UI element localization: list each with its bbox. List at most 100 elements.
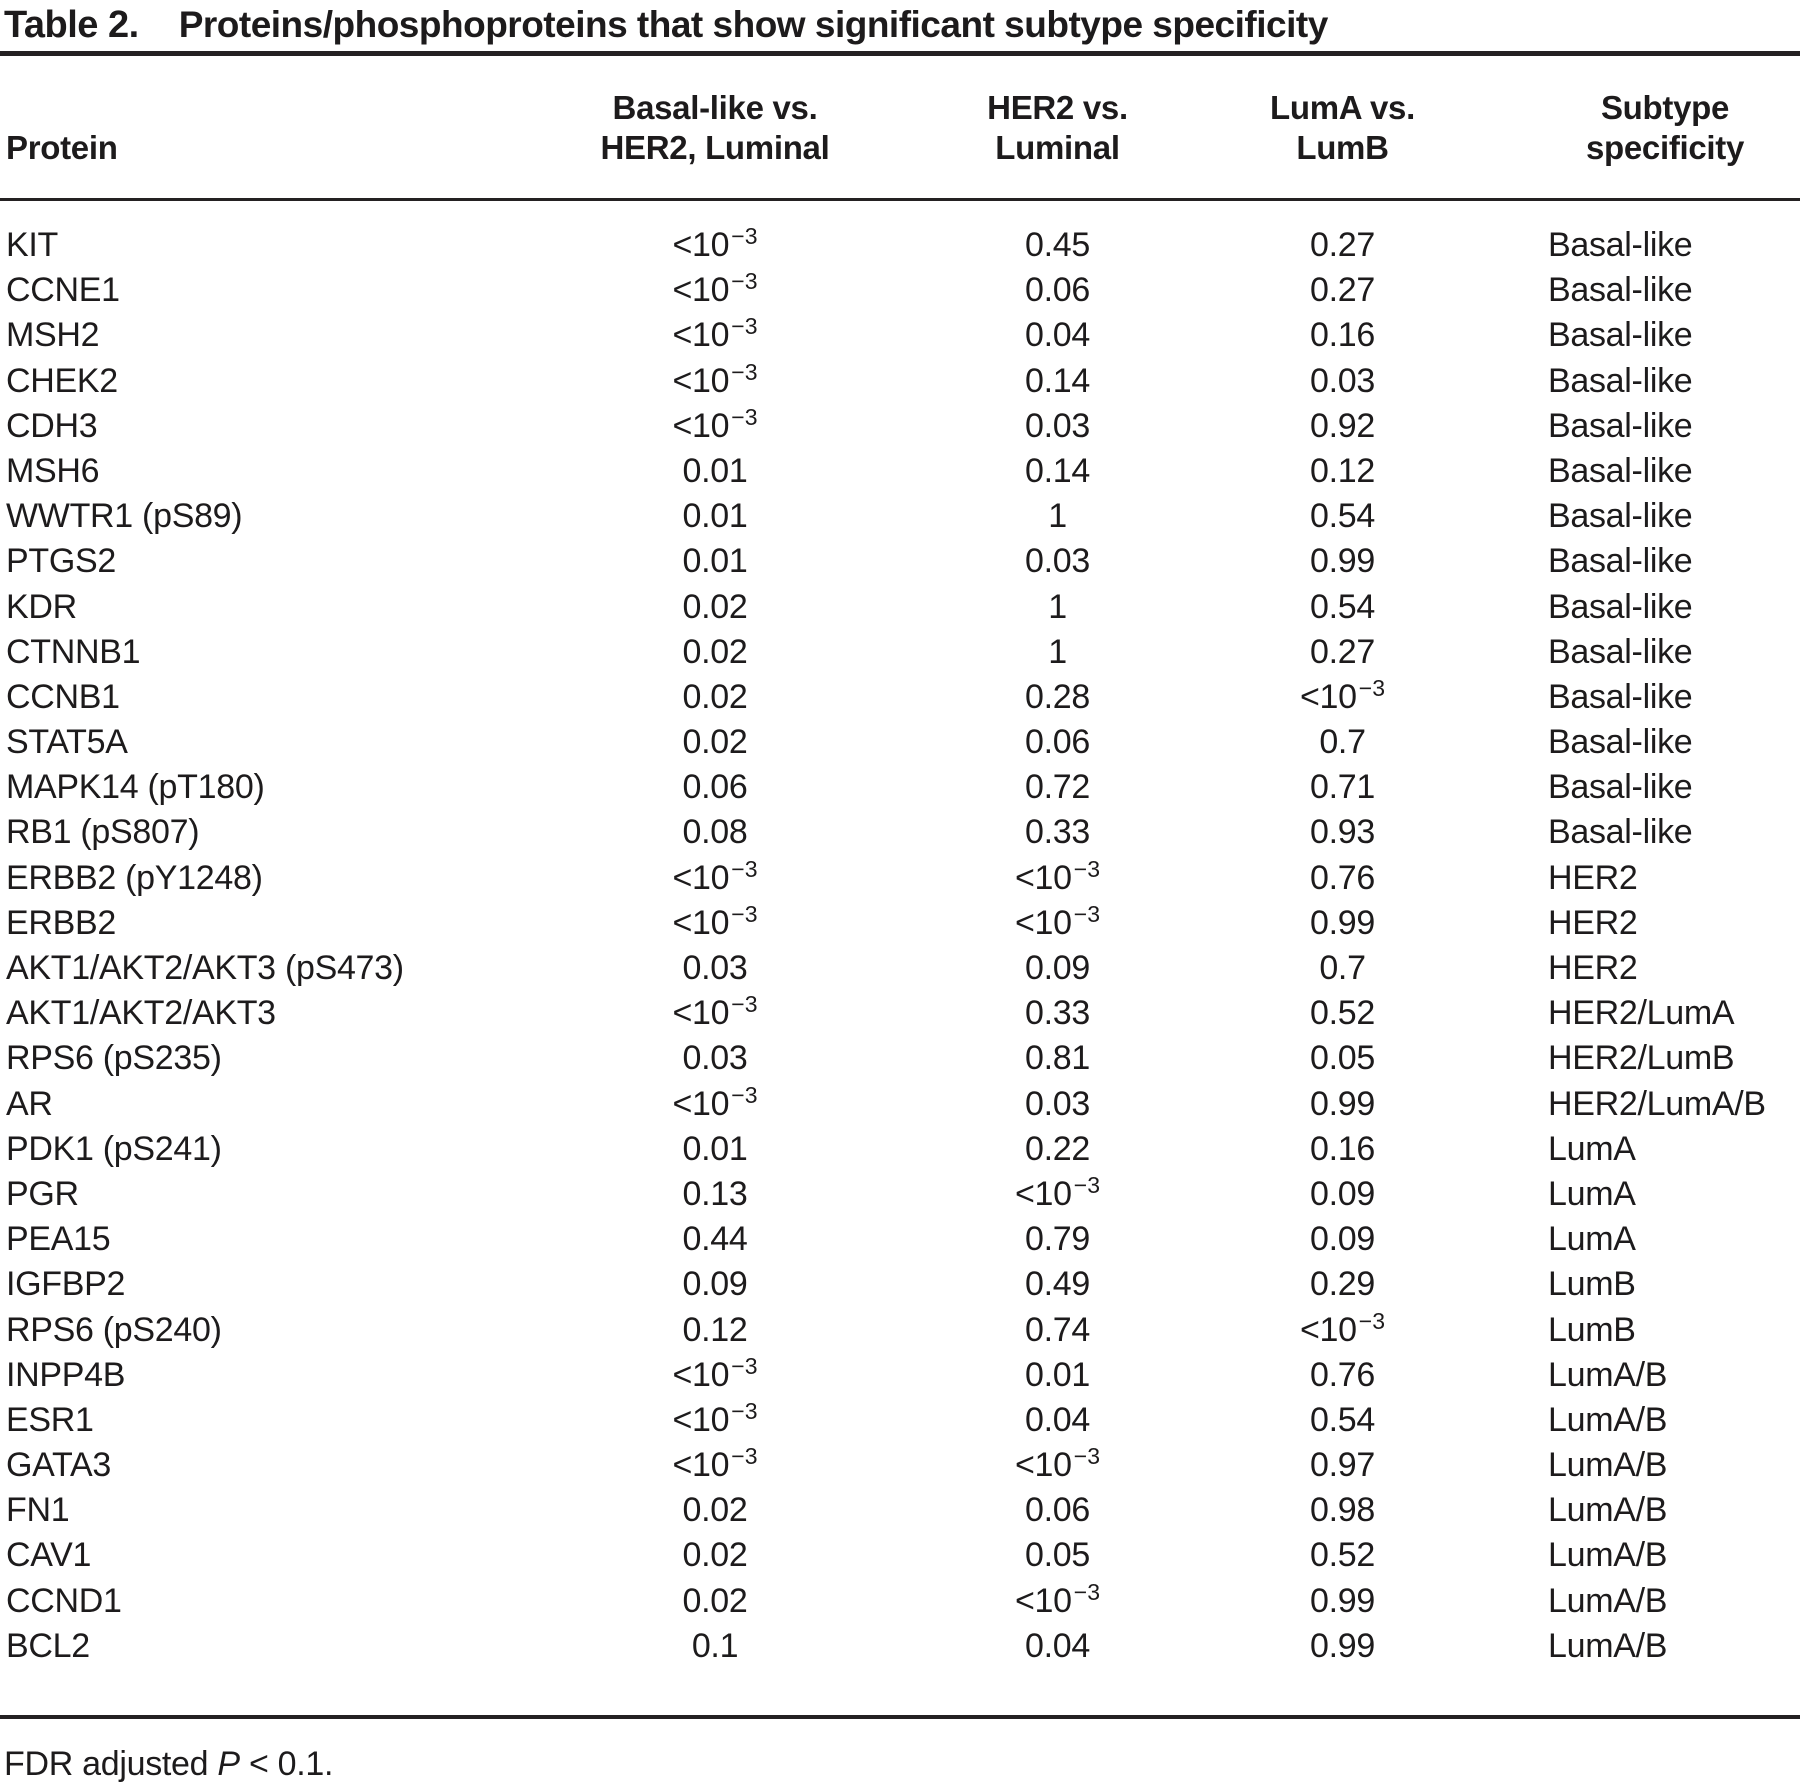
subtype-cell: LumA/B	[1548, 1491, 1668, 1530]
table-row: CCNB1 0.02 0.28 <10−3 Basal-like	[0, 675, 1800, 720]
subtype-cell: LumA/B	[1548, 1400, 1668, 1439]
p-value-basal-cell: 0.02	[682, 1581, 748, 1620]
protein-cell: CAV1	[6, 1536, 92, 1575]
p-value-luma-cell: 0.29	[1310, 1265, 1375, 1304]
table-row: ESR1 <10−3 0.04 0.54 LumA/B	[0, 1398, 1800, 1443]
table-row: GATA3 <10−3 <10−3 0.97 LumA/B	[0, 1443, 1800, 1488]
subtype-cell: HER2	[1548, 903, 1638, 942]
p-value-luma-cell: 0.27	[1310, 632, 1375, 671]
table-title: Table 2. Proteins/phosphoproteins that s…	[0, 0, 1800, 50]
protein-cell: PTGS2	[6, 542, 116, 581]
subtype-cell: Basal-like	[1548, 587, 1693, 626]
table-row: MSH6 0.01 0.14 0.12 Basal-like	[0, 449, 1800, 494]
p-value-basal-cell: 0.02	[682, 1536, 748, 1575]
superscript-exponent: −3	[1073, 900, 1100, 927]
p-value-her2-cell: 0.14	[1025, 361, 1090, 400]
p-value-her2-cell: 0.72	[1025, 768, 1090, 807]
table-row: PDK1 (pS241) 0.01 0.22 0.16 LumA	[0, 1127, 1800, 1172]
p-value-basal-cell: <10−3	[672, 313, 758, 355]
p-value-her2-cell: 0.09	[1025, 949, 1090, 987]
superscript-exponent: −3	[731, 855, 758, 882]
p-value-basal-cell: 0.01	[682, 497, 748, 536]
p-value-basal-cell: 0.03	[682, 949, 748, 987]
protein-cell: CDH3	[6, 406, 98, 445]
table-row: RB1 (pS807) 0.08 0.33 0.93 Basal-like	[0, 810, 1800, 855]
protein-cell: CHEK2	[6, 361, 118, 400]
superscript-exponent: −3	[731, 1397, 758, 1424]
superscript-exponent: −3	[1358, 674, 1385, 701]
p-value-basal-cell: 0.01	[682, 1129, 748, 1168]
p-value-her2-cell: 0.03	[1025, 1084, 1090, 1123]
superscript-exponent: −3	[731, 268, 758, 295]
p-value-basal-cell: 0.06	[682, 768, 748, 807]
table-row: KIT <10−3 0.45 0.27 Basal-like	[0, 223, 1800, 268]
p-value-luma-cell: 0.98	[1310, 1491, 1375, 1530]
p-value-luma-cell: 0.16	[1310, 316, 1375, 355]
subtype-cell: Basal-like	[1548, 813, 1693, 852]
p-value-luma-cell: 0.71	[1310, 768, 1375, 807]
protein-cell: IGFBP2	[6, 1265, 126, 1304]
p-value-her2-cell: 1	[1048, 632, 1067, 671]
subtype-cell: LumA/B	[1548, 1626, 1668, 1665]
table-row: CAV1 0.02 0.05 0.52 LumA/B	[0, 1533, 1800, 1578]
table-row: RPS6 (pS240) 0.12 0.74 <10−3 LumB	[0, 1308, 1800, 1353]
subtype-cell: Basal-like	[1548, 361, 1693, 400]
p-value-luma-cell: 0.93	[1310, 813, 1375, 852]
p-value-luma-cell: 0.99	[1310, 1626, 1375, 1665]
protein-cell: ERBB2 (pY1248)	[6, 858, 263, 897]
p-value-her2-cell: 0.03	[1025, 406, 1090, 445]
protein-cell: WWTR1 (pS89)	[6, 497, 243, 536]
p-value-luma-cell: 0.52	[1310, 994, 1375, 1033]
superscript-exponent: −3	[731, 1081, 758, 1108]
header-basal-vs-her2-luminal: Basal-like vs. HER2, Luminal	[600, 89, 830, 166]
table-row: PTGS2 0.01 0.03 0.99 Basal-like	[0, 539, 1800, 584]
p-value-her2-cell: 0.28	[1025, 677, 1090, 716]
table-row: CHEK2 <10−3 0.14 0.03 Basal-like	[0, 359, 1800, 404]
protein-cell: AKT1/AKT2/AKT3	[6, 994, 276, 1033]
header-rule	[0, 198, 1800, 201]
header-luma-vs-lumb: LumA vs. LumB	[1270, 89, 1415, 166]
p-value-basal-cell: <10−3	[672, 1443, 758, 1485]
subtype-cell: LumA	[1548, 1174, 1636, 1213]
table-row: IGFBP2 0.09 0.49 0.29 LumB	[0, 1262, 1800, 1307]
p-value-basal-cell: <10−3	[672, 991, 758, 1033]
protein-cell: CTNNB1	[6, 632, 141, 671]
protein-cell: AR	[6, 1084, 53, 1123]
p-value-luma-cell: 0.52	[1310, 1536, 1375, 1575]
protein-cell: PGR	[6, 1174, 79, 1213]
p-value-basal-cell: 0.02	[682, 1491, 748, 1530]
table-row: BCL2 0.1 0.04 0.99 LumA/B	[0, 1624, 1800, 1669]
protein-cell: ERBB2	[6, 903, 116, 942]
p-value-her2-cell: <10−3	[1014, 1443, 1100, 1485]
table-row: STAT5A 0.02 0.06 0.7 Basal-like	[0, 720, 1800, 765]
protein-cell: KIT	[6, 226, 58, 264]
subtype-cell: Basal-like	[1548, 542, 1693, 581]
p-value-basal-cell: 0.12	[682, 1310, 748, 1349]
p-value-her2-cell: 0.45	[1025, 226, 1090, 264]
superscript-exponent: −3	[731, 900, 758, 927]
subtype-cell: HER2	[1548, 949, 1638, 987]
table-row: CTNNB1 0.02 1 0.27 Basal-like	[0, 630, 1800, 675]
header-her2-vs-luminal: HER2 vs. Luminal	[987, 89, 1128, 166]
table-row: ERBB2 <10−3 <10−3 0.99 HER2	[0, 901, 1800, 946]
p-value-basal-cell: 0.01	[682, 542, 748, 581]
subtype-cell: Basal-like	[1548, 226, 1693, 264]
table-row: FN1 0.02 0.06 0.98 LumA/B	[0, 1488, 1800, 1533]
protein-cell: RPS6 (pS240)	[6, 1310, 222, 1349]
p-value-basal-cell: 0.01	[682, 451, 748, 490]
p-value-her2-cell: 0.04	[1025, 1626, 1090, 1665]
p-value-luma-cell: 0.54	[1310, 497, 1375, 536]
protein-cell: STAT5A	[6, 723, 128, 762]
p-value-her2-cell: 0.74	[1025, 1310, 1090, 1349]
protein-cell: FN1	[6, 1491, 70, 1530]
table-row: MAPK14 (pT180) 0.06 0.72 0.71 Basal-like	[0, 765, 1800, 810]
p-value-basal-cell: <10−3	[672, 1352, 758, 1394]
p-value-luma-cell: 0.09	[1310, 1174, 1375, 1213]
p-value-luma-cell: 0.76	[1310, 858, 1375, 897]
subtype-cell: Basal-like	[1548, 271, 1693, 310]
p-value-luma-cell: <10−3	[1299, 674, 1385, 716]
p-value-her2-cell: <10−3	[1014, 900, 1100, 942]
p-value-her2-cell: 0.06	[1025, 723, 1090, 762]
p-value-her2-cell: 0.01	[1025, 1355, 1090, 1394]
